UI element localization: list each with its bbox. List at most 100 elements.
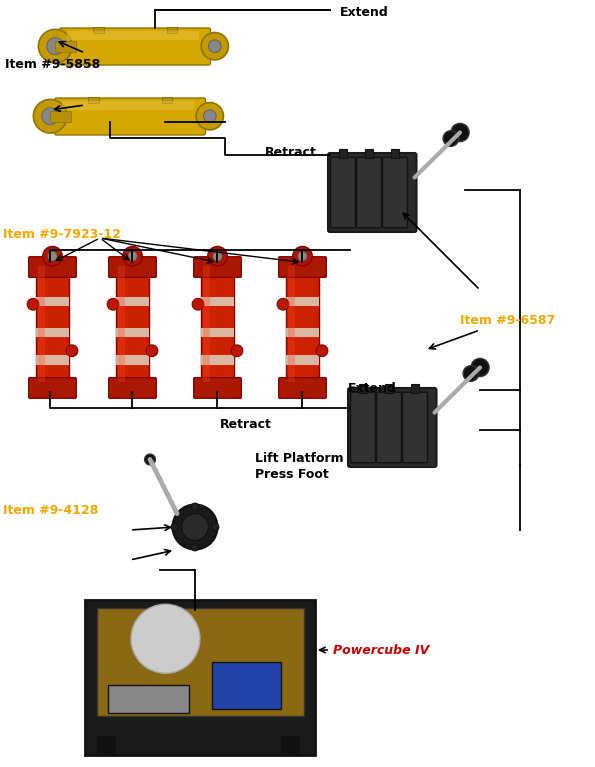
FancyBboxPatch shape: [194, 377, 241, 398]
Circle shape: [48, 252, 57, 261]
Bar: [37, 265, 45, 382]
Circle shape: [47, 38, 64, 54]
Circle shape: [208, 246, 227, 266]
Bar: [385, 384, 393, 393]
Circle shape: [128, 252, 137, 261]
FancyBboxPatch shape: [55, 98, 205, 135]
Bar: [167, 27, 177, 33]
Circle shape: [277, 298, 289, 310]
Circle shape: [293, 246, 312, 266]
Text: Item #9-7923-12: Item #9-7923-12: [3, 229, 121, 242]
Bar: [116, 262, 149, 393]
Circle shape: [192, 503, 199, 510]
Bar: [36, 328, 69, 337]
Circle shape: [196, 103, 224, 130]
Circle shape: [27, 298, 39, 310]
Bar: [411, 384, 419, 393]
Bar: [359, 384, 367, 393]
Circle shape: [443, 130, 459, 146]
FancyBboxPatch shape: [29, 377, 76, 398]
Text: Extend: Extend: [348, 381, 397, 394]
Circle shape: [39, 29, 72, 63]
Bar: [202, 265, 211, 382]
Text: Lift Platform: Lift Platform: [255, 452, 344, 465]
Text: Item #9-5858: Item #9-5858: [5, 58, 100, 71]
Circle shape: [201, 32, 228, 60]
FancyBboxPatch shape: [383, 157, 408, 228]
Bar: [286, 328, 319, 337]
Circle shape: [192, 544, 199, 551]
Circle shape: [131, 604, 200, 673]
FancyBboxPatch shape: [67, 31, 199, 40]
Circle shape: [171, 523, 178, 531]
FancyBboxPatch shape: [377, 392, 402, 463]
Bar: [201, 328, 234, 337]
FancyBboxPatch shape: [109, 257, 156, 278]
Circle shape: [471, 358, 489, 377]
Circle shape: [107, 298, 119, 310]
Text: Powercube IV: Powercube IV: [333, 644, 429, 657]
Bar: [280, 736, 299, 755]
Circle shape: [43, 246, 62, 266]
Bar: [118, 265, 126, 382]
FancyBboxPatch shape: [278, 257, 326, 278]
Bar: [201, 297, 234, 306]
Circle shape: [316, 345, 328, 357]
Bar: [93, 27, 104, 33]
Text: Retract: Retract: [220, 419, 272, 432]
Circle shape: [33, 100, 67, 133]
Circle shape: [146, 345, 158, 357]
Bar: [96, 607, 303, 716]
Bar: [116, 355, 149, 364]
Bar: [36, 355, 69, 364]
Bar: [286, 297, 319, 306]
Circle shape: [463, 366, 479, 381]
Text: Extend: Extend: [340, 6, 389, 19]
Bar: [365, 149, 373, 158]
Circle shape: [192, 298, 204, 310]
Text: Press Foot: Press Foot: [255, 469, 329, 482]
FancyBboxPatch shape: [60, 28, 211, 65]
Bar: [88, 97, 99, 103]
Bar: [116, 297, 149, 306]
Bar: [36, 297, 69, 306]
Circle shape: [298, 252, 307, 261]
Bar: [116, 328, 149, 337]
FancyBboxPatch shape: [62, 100, 194, 110]
Circle shape: [208, 40, 221, 52]
Bar: [286, 262, 319, 393]
Bar: [339, 149, 347, 158]
Bar: [201, 262, 234, 393]
FancyBboxPatch shape: [350, 392, 375, 463]
Bar: [96, 736, 115, 755]
Bar: [286, 355, 319, 364]
Circle shape: [66, 345, 78, 357]
FancyBboxPatch shape: [348, 388, 437, 467]
Circle shape: [173, 505, 218, 549]
Bar: [161, 97, 172, 103]
Bar: [108, 685, 189, 713]
Bar: [201, 355, 234, 364]
FancyBboxPatch shape: [50, 110, 71, 122]
Text: Retract: Retract: [265, 146, 317, 159]
Circle shape: [145, 454, 155, 465]
FancyBboxPatch shape: [330, 157, 355, 228]
FancyBboxPatch shape: [328, 153, 416, 232]
Circle shape: [181, 513, 208, 541]
FancyBboxPatch shape: [356, 157, 381, 228]
FancyBboxPatch shape: [278, 377, 326, 398]
FancyBboxPatch shape: [29, 257, 76, 278]
Circle shape: [212, 523, 219, 531]
Bar: [391, 149, 399, 158]
Bar: [287, 265, 295, 382]
FancyBboxPatch shape: [402, 392, 427, 463]
Bar: [211, 662, 280, 709]
Circle shape: [231, 345, 243, 357]
Circle shape: [42, 108, 58, 124]
Circle shape: [203, 110, 216, 123]
FancyBboxPatch shape: [109, 377, 156, 398]
Text: Item #9-6587: Item #9-6587: [460, 314, 555, 327]
FancyBboxPatch shape: [55, 41, 76, 51]
Circle shape: [123, 246, 142, 266]
Bar: [85, 600, 315, 755]
